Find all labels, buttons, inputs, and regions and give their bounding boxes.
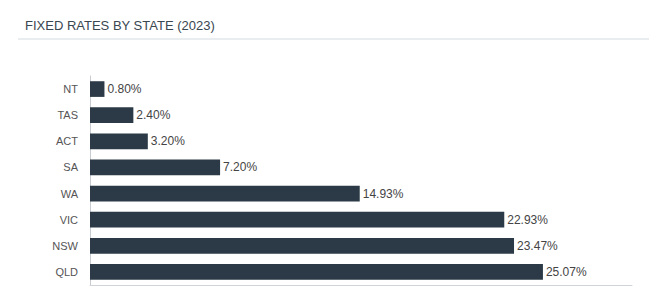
svg-text:7.20%: 7.20% [223, 160, 257, 174]
svg-text:TAS: TAS [57, 109, 78, 121]
svg-text:QLD: QLD [55, 266, 78, 278]
svg-text:25.07%: 25.07% [546, 265, 587, 279]
svg-text:0.80%: 0.80% [107, 82, 141, 96]
svg-text:FIXED RATES BY STATE (2023): FIXED RATES BY STATE (2023) [25, 18, 215, 33]
svg-text:WA: WA [61, 188, 79, 200]
svg-text:23.47%: 23.47% [517, 239, 558, 253]
svg-text:VIC: VIC [60, 214, 78, 226]
svg-text:NT: NT [63, 83, 78, 95]
svg-text:22.93%: 22.93% [507, 213, 548, 227]
svg-text:3.20%: 3.20% [151, 134, 185, 148]
svg-text:2.40%: 2.40% [136, 108, 170, 122]
svg-text:SA: SA [63, 161, 78, 173]
svg-text:ACT: ACT [56, 135, 78, 147]
svg-text:NSW: NSW [52, 240, 78, 252]
svg-text:14.93%: 14.93% [363, 187, 404, 201]
